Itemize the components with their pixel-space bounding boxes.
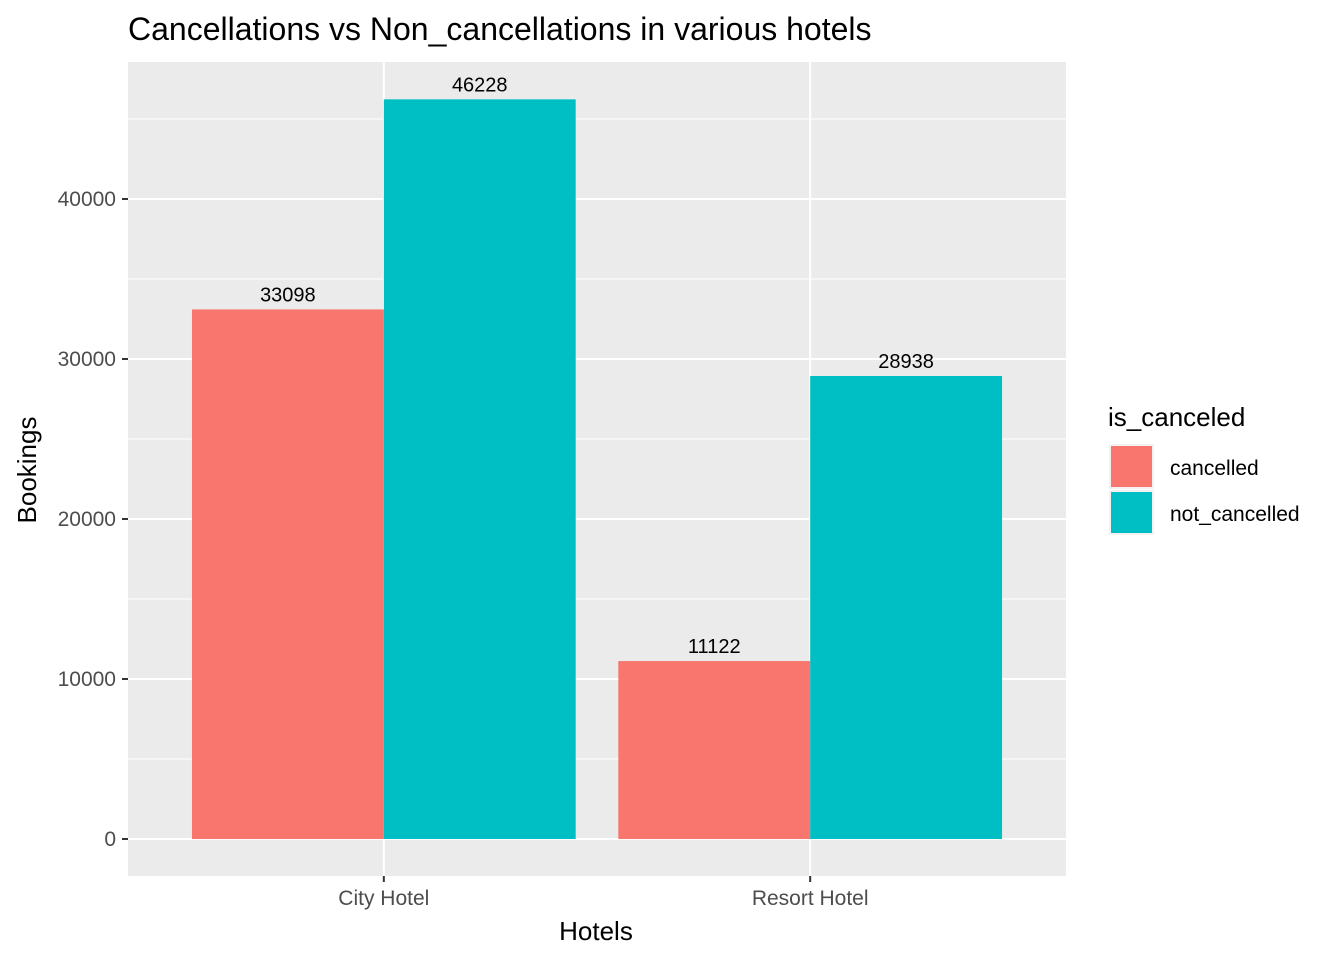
legend-key-cancelled: [1111, 446, 1152, 487]
bar-not_cancelled-0: [383, 99, 576, 840]
y-tick-label: 10000: [58, 668, 116, 691]
x-tick-label: City Hotel: [338, 887, 429, 910]
legend-label: cancelled: [1170, 457, 1259, 480]
y-tick-label: 40000: [58, 188, 116, 211]
legend: is_canceled cancelled not_cancelled: [1108, 402, 1300, 535]
x-tick-label: Resort Hotel: [752, 887, 869, 910]
y-axis: 0 10000 20000 30000 40000: [58, 188, 128, 851]
data-label: 11122: [688, 636, 741, 658]
data-label: 33098: [260, 284, 316, 306]
legend-key-not_cancelled: [1111, 492, 1152, 533]
data-label: 28938: [878, 351, 934, 373]
y-tick-label: 0: [104, 828, 116, 851]
bar-not_cancelled-1: [810, 375, 1003, 839]
data-labels: 33098 11122 46228 28938: [260, 74, 934, 658]
y-axis-title: Bookings: [12, 417, 42, 524]
legend-title: is_canceled: [1108, 402, 1245, 432]
y-tick-label: 20000: [58, 508, 116, 531]
bar-cancelled-1: [618, 661, 811, 839]
bar-cancelled-0: [191, 309, 384, 839]
data-label: 46228: [452, 74, 508, 96]
bars: [191, 99, 1003, 840]
chart-title: Cancellations vs Non_cancellations in va…: [128, 11, 872, 47]
legend-label: not_cancelled: [1170, 503, 1300, 526]
y-tick-label: 30000: [58, 348, 116, 371]
x-axis: City Hotel Resort Hotel: [338, 876, 869, 910]
x-axis-title: Hotels: [559, 916, 633, 946]
